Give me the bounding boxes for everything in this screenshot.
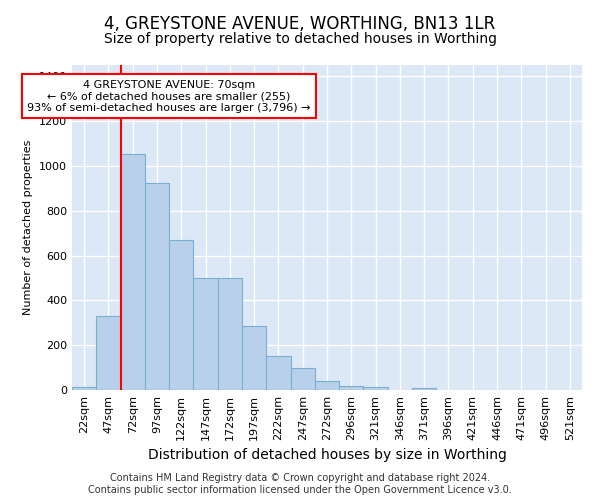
Bar — [412, 388, 436, 390]
Bar — [145, 182, 169, 390]
Bar — [290, 368, 315, 390]
Bar — [193, 278, 218, 390]
Bar — [364, 386, 388, 390]
Bar — [169, 240, 193, 390]
Bar — [266, 356, 290, 390]
Bar — [242, 326, 266, 390]
Bar — [72, 386, 96, 390]
Text: 4, GREYSTONE AVENUE, WORTHING, BN13 1LR: 4, GREYSTONE AVENUE, WORTHING, BN13 1LR — [104, 15, 496, 33]
Bar — [121, 154, 145, 390]
Text: Size of property relative to detached houses in Worthing: Size of property relative to detached ho… — [104, 32, 497, 46]
Bar — [339, 386, 364, 390]
Bar — [96, 316, 121, 390]
Bar — [315, 381, 339, 390]
Text: 4 GREYSTONE AVENUE: 70sqm
← 6% of detached houses are smaller (255)
93% of semi-: 4 GREYSTONE AVENUE: 70sqm ← 6% of detach… — [28, 80, 311, 113]
Bar — [218, 278, 242, 390]
X-axis label: Distribution of detached houses by size in Worthing: Distribution of detached houses by size … — [148, 448, 506, 462]
Y-axis label: Number of detached properties: Number of detached properties — [23, 140, 34, 315]
Text: Contains HM Land Registry data © Crown copyright and database right 2024.
Contai: Contains HM Land Registry data © Crown c… — [88, 474, 512, 495]
